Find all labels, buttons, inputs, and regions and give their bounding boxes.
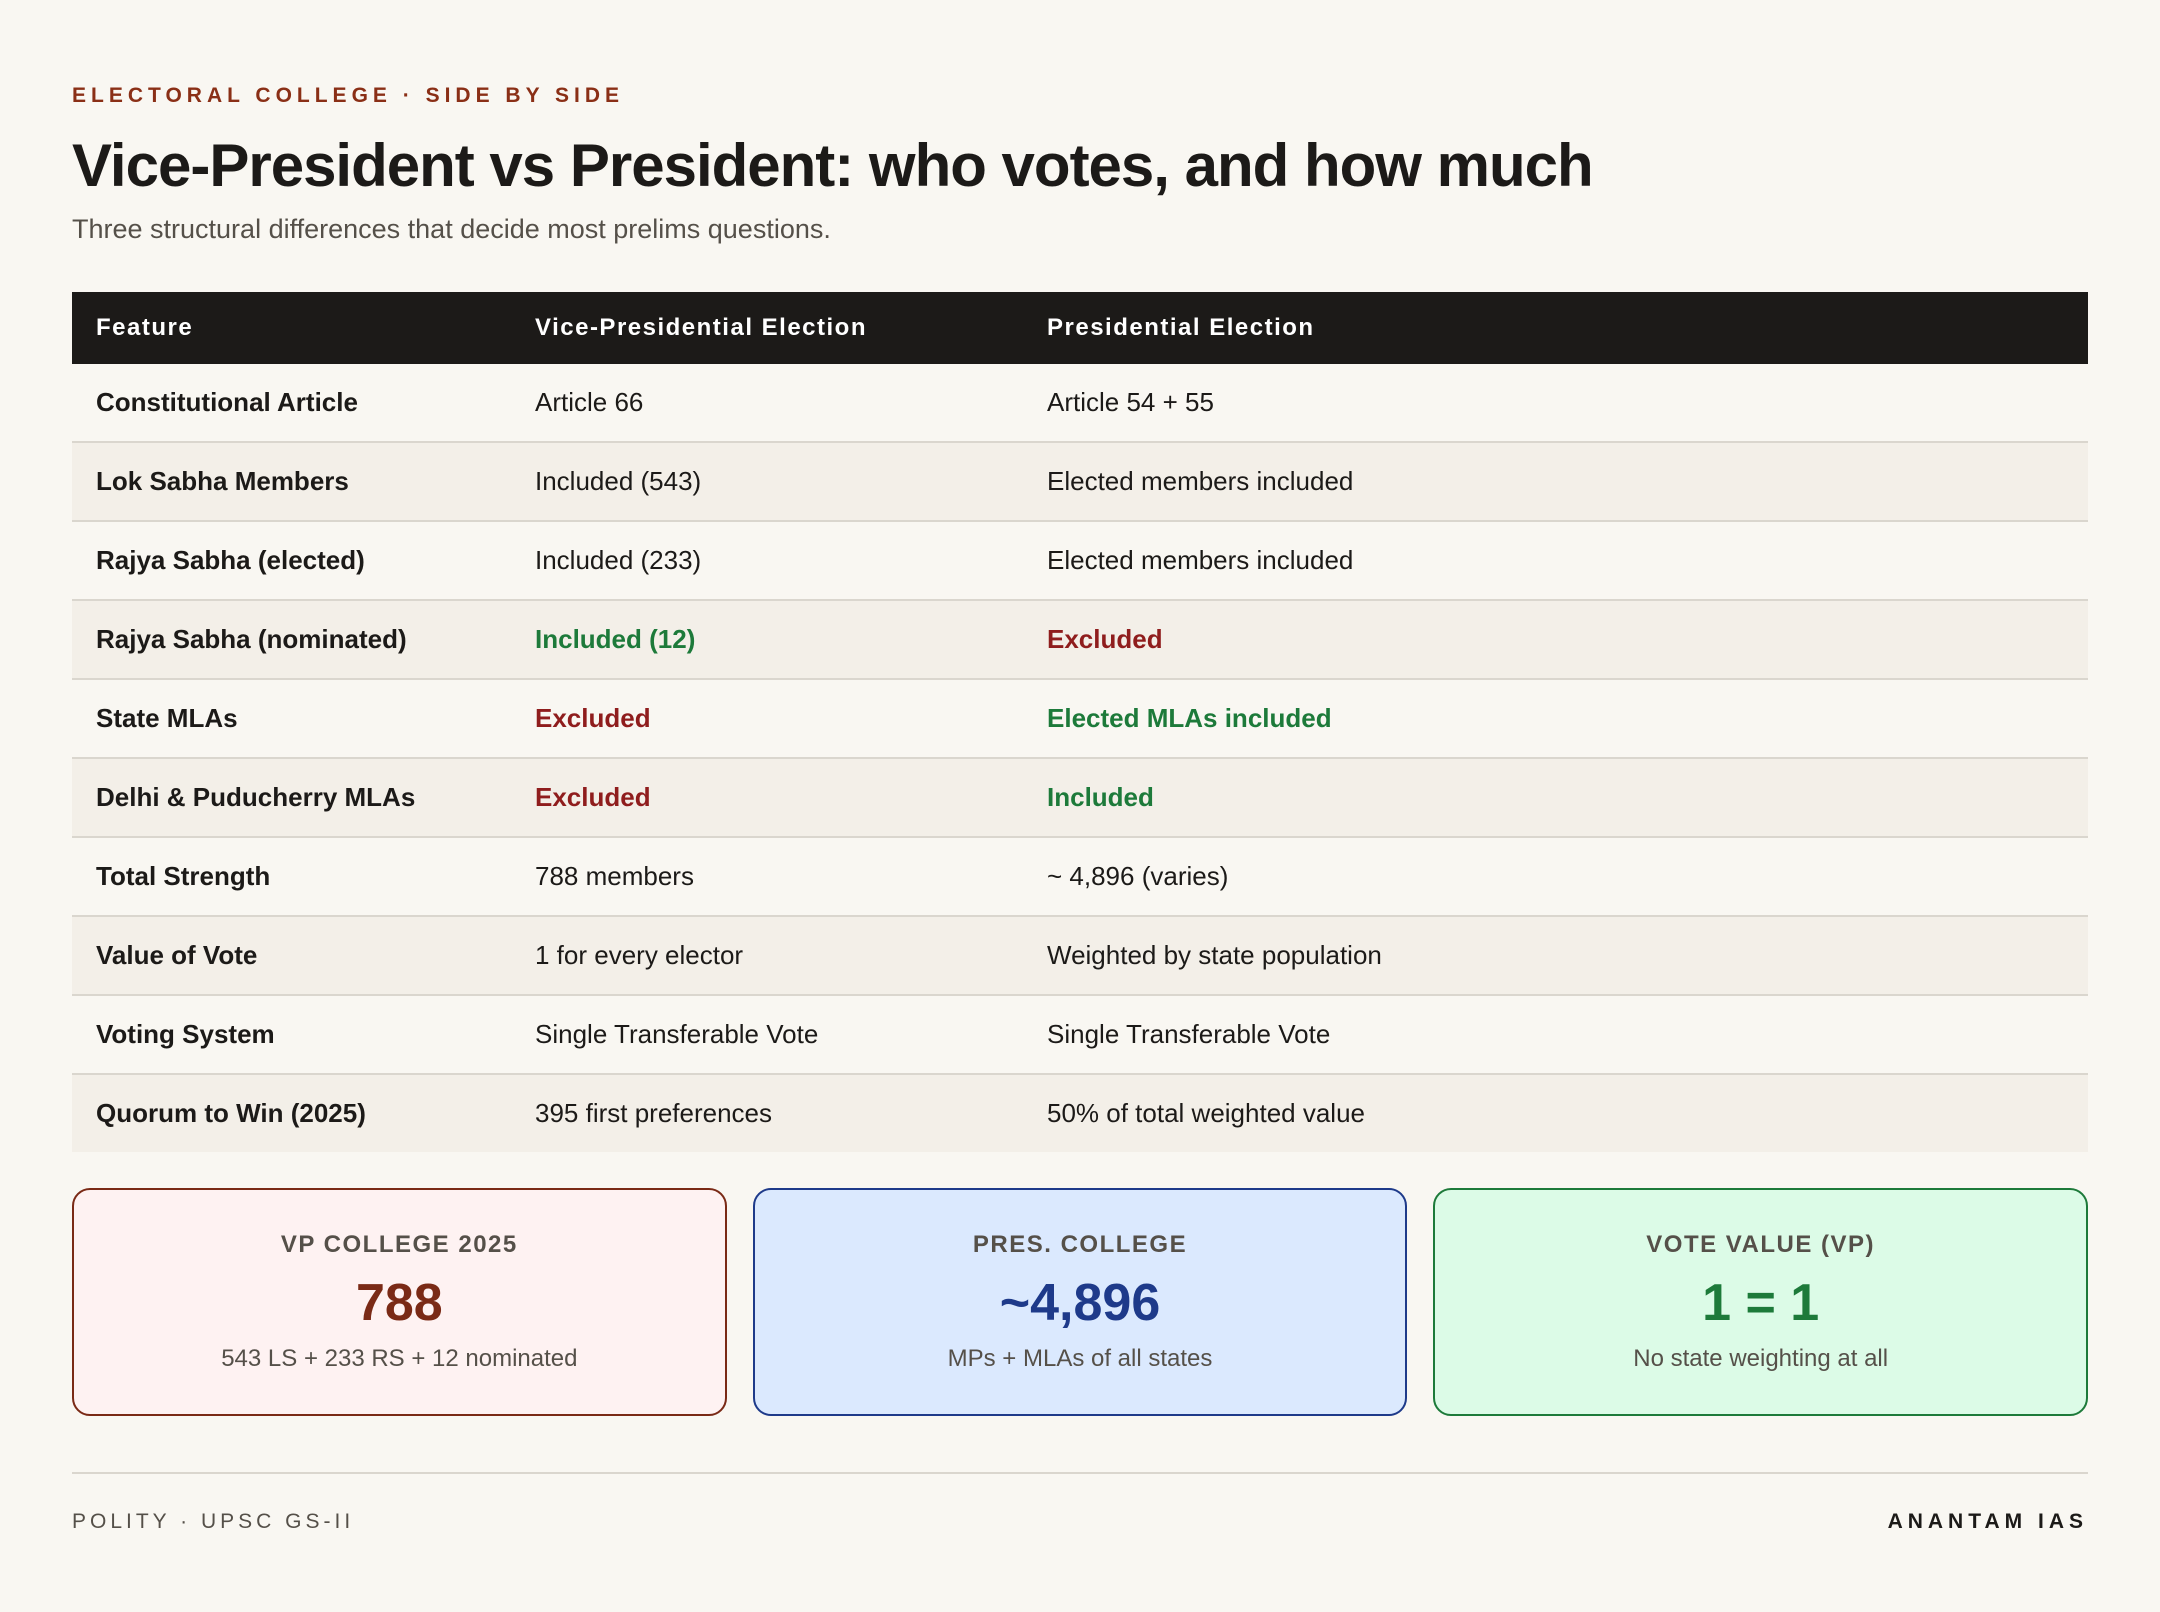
stat-card-vp-college: VP COLLEGE 2025 788 543 LS + 233 RS + 12… <box>72 1188 727 1416</box>
cell-vp: Single Transferable Vote <box>511 995 1023 1075</box>
table-row: State MLAs Excluded Elected MLAs included <box>72 679 2088 759</box>
cell-vp: 395 first preferences <box>511 1074 1023 1152</box>
page-subtitle: Three structural differences that decide… <box>72 214 831 244</box>
cell-feature: Rajya Sabha (elected) <box>72 521 511 601</box>
table-row: Value of Vote 1 for every elector Weighted… <box>72 916 2088 996</box>
cell-pres: ~ 4,896 (varies) <box>1023 837 2088 917</box>
stat-card-label: VOTE VALUE (VP) <box>1646 1231 1876 1258</box>
stat-card-pres-college: PRES. COLLEGE ~4,896 MPs + MLAs of all s… <box>752 1188 1408 1416</box>
cell-pres: Included <box>1023 758 2088 838</box>
cell-feature: Constitutional Article <box>72 364 511 443</box>
page-title: Vice-President vs President: who votes, … <box>72 132 1594 199</box>
table-row: Delhi & Puducherry MLAs Excluded Included <box>72 758 2088 838</box>
stat-card-value: ~4,896 <box>999 1274 1161 1332</box>
cell-feature: State MLAs <box>72 679 511 759</box>
cell-pres: Elected members included <box>1023 442 2088 522</box>
cell-feature: Value of Vote <box>72 916 511 996</box>
kicker: ELECTORAL COLLEGE · SIDE BY SIDE <box>72 84 625 107</box>
cell-feature: Delhi & Puducherry MLAs <box>72 758 511 838</box>
cell-vp: Included (543) <box>511 442 1023 522</box>
column-header-feature: Feature <box>72 292 511 364</box>
comparison-table: Feature Vice-Presidential Election Presi… <box>72 292 2088 1152</box>
table-body: Constitutional Article Article 66 Article … <box>72 364 2088 1152</box>
cell-vp: Article 66 <box>511 364 1023 443</box>
table-row: Rajya Sabha (elected) Included (233) Elect… <box>72 521 2088 601</box>
stat-card-value: 1 = 1 <box>1702 1274 1820 1332</box>
table-row: Total Strength 788 members ~ 4,896 (varies… <box>72 837 2088 917</box>
cell-pres: Article 54 + 55 <box>1023 364 2088 443</box>
cell-pres: Weighted by state population <box>1023 916 2088 996</box>
cell-pres: 50% of total weighted value <box>1023 1074 2088 1152</box>
cell-feature: Rajya Sabha (nominated) <box>72 600 511 680</box>
table-row: Lok Sabha Members Included (543) Elected m… <box>72 442 2088 522</box>
cell-feature: Quorum to Win (2025) <box>72 1074 511 1152</box>
stat-card-note: 543 LS + 233 RS + 12 nominated <box>221 1345 578 1372</box>
column-header-pres: Presidential Election <box>1023 292 2088 364</box>
stat-card-vote-value: VOTE VALUE (VP) 1 = 1 No state weighting… <box>1433 1188 2089 1416</box>
cell-feature: Total Strength <box>72 837 511 917</box>
stat-card-label: PRES. COLLEGE <box>972 1231 1188 1258</box>
stat-card-note: MPs + MLAs of all states <box>947 1345 1213 1372</box>
table-row: Quorum to Win (2025) 395 first preference… <box>72 1074 2088 1152</box>
cell-feature: Voting System <box>72 995 511 1075</box>
footer-subject: POLITY · UPSC GS-II <box>72 1510 355 1533</box>
cell-pres: Excluded <box>1023 600 2088 680</box>
column-header-vp: Vice-Presidential Election <box>511 292 1023 364</box>
stat-card-note: No state weighting at all <box>1633 1345 1889 1372</box>
table-row: Constitutional Article Article 66 Article … <box>72 364 2088 443</box>
table-header-row: Feature Vice-Presidential Election Presi… <box>72 292 2088 364</box>
cell-vp: Excluded <box>511 758 1023 838</box>
cell-pres: Elected members included <box>1023 521 2088 601</box>
table-row: Rajya Sabha (nominated) Included (12) Excl… <box>72 600 2088 680</box>
table-row: Voting System Single Transferable Vote Sin… <box>72 995 2088 1075</box>
cell-vp: Included (12) <box>511 600 1023 680</box>
stat-card-label: VP COLLEGE 2025 <box>280 1231 518 1258</box>
cell-pres: Elected MLAs included <box>1023 679 2088 759</box>
stat-card-value: 788 <box>355 1274 443 1332</box>
cell-vp: 1 for every elector <box>511 916 1023 996</box>
footer-brand: ANANTAM IAS <box>1887 1510 2088 1533</box>
stat-cards: VP COLLEGE 2025 788 543 LS + 233 RS + 12… <box>72 1188 2089 1416</box>
footer-divider <box>72 1472 2088 1474</box>
cell-vp: Included (233) <box>511 521 1023 601</box>
cell-vp: Excluded <box>511 679 1023 759</box>
cell-pres: Single Transferable Vote <box>1023 995 2088 1075</box>
cell-vp: 788 members <box>511 837 1023 917</box>
cell-feature: Lok Sabha Members <box>72 442 511 522</box>
